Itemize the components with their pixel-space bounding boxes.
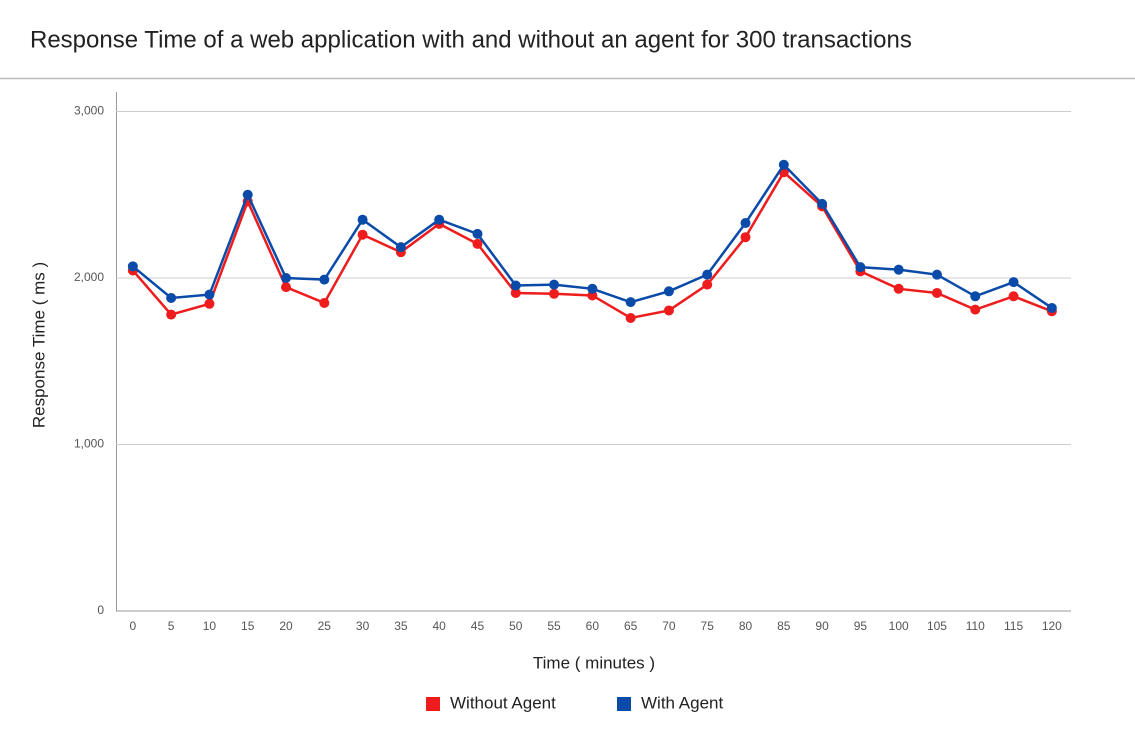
x-tick-label: 45 <box>471 619 485 633</box>
data-point <box>434 214 445 225</box>
legend-swatch <box>617 697 631 711</box>
data-point <box>625 312 636 323</box>
x-tick-label: 120 <box>1042 619 1062 633</box>
legend-swatch <box>426 697 440 711</box>
data-point <box>395 242 406 253</box>
data-point <box>281 272 292 283</box>
x-tick-label: 0 <box>130 619 137 633</box>
data-point <box>893 283 904 294</box>
x-tick-label: 30 <box>356 619 370 633</box>
data-point <box>357 229 368 240</box>
x-tick-label: 40 <box>433 619 447 633</box>
data-point <box>549 279 560 290</box>
data-point <box>510 287 521 298</box>
data-point <box>204 298 215 309</box>
x-tick-label: 60 <box>586 619 600 633</box>
chart-title: Response Time of a web application with … <box>30 26 912 53</box>
x-tick-label: 5 <box>168 619 175 633</box>
data-point <box>319 274 330 285</box>
x-tick-label: 65 <box>624 619 638 633</box>
data-point <box>319 297 330 308</box>
data-point <box>702 269 713 280</box>
data-point <box>204 289 215 300</box>
x-tick-label: 55 <box>547 619 561 633</box>
data-point <box>663 286 674 297</box>
x-tick-label: 110 <box>966 619 985 633</box>
data-point <box>127 261 138 272</box>
data-point <box>1046 302 1057 313</box>
y-tick-label: 0 <box>97 603 104 617</box>
data-point <box>893 264 904 275</box>
data-point <box>817 198 828 209</box>
data-point <box>931 269 942 280</box>
data-point <box>931 287 942 298</box>
data-point <box>625 297 636 308</box>
data-point <box>281 282 292 293</box>
data-point <box>510 280 521 291</box>
x-axis-title: Time ( minutes ) <box>533 653 655 672</box>
data-point <box>778 159 789 170</box>
data-point <box>740 218 751 229</box>
x-tick-label: 75 <box>701 619 715 633</box>
data-point <box>357 214 368 225</box>
data-point <box>549 288 560 299</box>
legend-label: With Agent <box>641 693 723 712</box>
data-point <box>970 291 981 302</box>
x-tick-label: 105 <box>927 619 947 633</box>
data-point <box>166 292 177 303</box>
x-tick-label: 70 <box>662 619 676 633</box>
x-tick-label: 100 <box>889 619 909 633</box>
data-point <box>242 189 253 200</box>
y-tick-label: 2,000 <box>74 270 104 284</box>
x-tick-label: 80 <box>739 619 753 633</box>
data-point <box>663 305 674 316</box>
x-tick-label: 115 <box>1004 619 1023 633</box>
x-tick-label: 50 <box>509 619 523 633</box>
y-axis-title: Response Time ( ms ) <box>29 262 48 428</box>
data-point <box>855 262 866 273</box>
data-point <box>1008 277 1019 288</box>
data-point <box>472 228 483 239</box>
x-tick-label: 15 <box>241 619 255 633</box>
data-point <box>702 279 713 290</box>
data-point <box>740 232 751 243</box>
data-point <box>1008 291 1019 302</box>
x-tick-label: 35 <box>394 619 408 633</box>
x-tick-label: 90 <box>815 619 829 633</box>
data-point <box>970 304 981 315</box>
x-tick-label: 10 <box>203 619 217 633</box>
x-tick-label: 25 <box>318 619 332 633</box>
data-point <box>166 309 177 320</box>
x-tick-label: 95 <box>854 619 868 633</box>
y-tick-label: 1,000 <box>74 437 104 451</box>
x-tick-label: 20 <box>279 619 293 633</box>
data-point <box>472 238 483 249</box>
x-tick-label: 85 <box>777 619 791 633</box>
data-point <box>587 283 598 294</box>
y-tick-label: 3,000 <box>74 104 104 118</box>
legend-label: Without Agent <box>450 693 556 712</box>
